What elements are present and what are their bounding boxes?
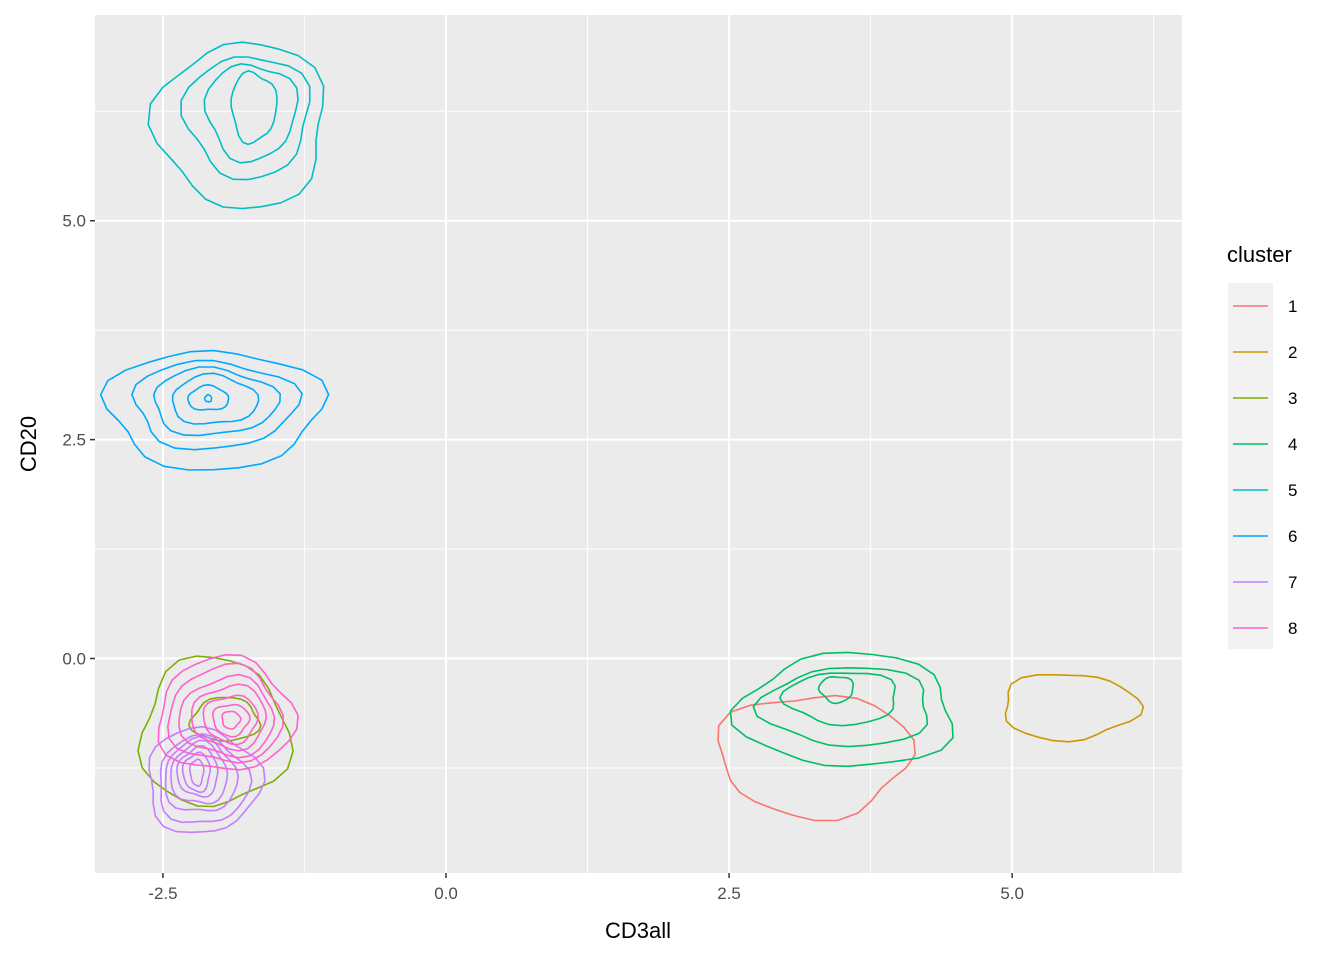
legend-label-8: 8 [1288,619,1297,638]
y-axis-title: CD20 [16,416,41,472]
contour-ring [131,359,303,451]
contour-ring [188,696,262,742]
contour-ring [212,703,251,738]
contour-series-4 [729,651,954,768]
contour-ring [148,725,266,834]
contour-series-6 [99,349,330,471]
contour-ring [202,694,259,746]
contour-ring [187,384,230,411]
x-tick-label: 0.0 [434,884,458,903]
contour-layer [99,41,1145,834]
contour-ring [152,366,281,437]
contour-ring [176,745,219,798]
x-tick-label: 2.5 [717,884,741,903]
minor-grid [95,15,1182,873]
plot-panel [95,15,1182,873]
contour-ring [1004,674,1145,743]
y-tick-label: 2.5 [62,431,86,450]
x-axis-title: CD3all [605,918,671,943]
legend-label-3: 3 [1288,389,1297,408]
contour-ring [99,349,330,471]
contour-ring [752,667,929,748]
contour-ring [221,710,242,730]
y-tick-label: 5.0 [62,212,86,231]
contour-ring [171,372,260,425]
contour-ring [147,41,325,210]
contour-ring [178,673,276,759]
y-tick-label: 0.0 [62,650,86,669]
legend-items: 1 2 3 4 5 6 7 8 [1233,297,1297,638]
y-axis: 0.0 2.5 5.0 [62,212,95,669]
contour-ring [157,654,299,771]
legend-label-7: 7 [1288,573,1297,592]
contour-ring [170,739,229,805]
x-tick-label: -2.5 [148,884,177,903]
contour-ring [203,63,299,164]
contour-ring [180,56,311,181]
contour-ring [817,676,854,705]
legend-key-background [1228,283,1273,649]
legend-label-6: 6 [1288,527,1297,546]
contour-series-7 [148,725,266,834]
contour-ring [203,393,213,403]
major-grid [95,15,1182,873]
contour-series-8 [157,654,299,771]
x-axis: -2.5 0.0 2.5 5.0 [148,873,1024,903]
contour-ring [717,694,916,822]
contour-ring [164,735,240,812]
contour-series-5 [147,41,325,210]
contour-ring [167,662,284,764]
contour-ring [190,683,268,752]
legend-label-4: 4 [1288,435,1297,454]
contour-ring [230,70,278,146]
legend: cluster 1 2 3 4 5 6 7 8 [1227,242,1297,649]
legend-label-2: 2 [1288,343,1297,362]
contour-series-1 [717,694,916,822]
contour-ring [729,651,954,768]
legend-label-1: 1 [1288,297,1297,316]
x-tick-label: 5.0 [1000,884,1024,903]
contour-ring [779,672,896,727]
contour-series-2 [1004,674,1145,743]
contour-ring [188,758,205,787]
legend-title: cluster [1227,242,1292,267]
legend-label-5: 5 [1288,481,1297,500]
